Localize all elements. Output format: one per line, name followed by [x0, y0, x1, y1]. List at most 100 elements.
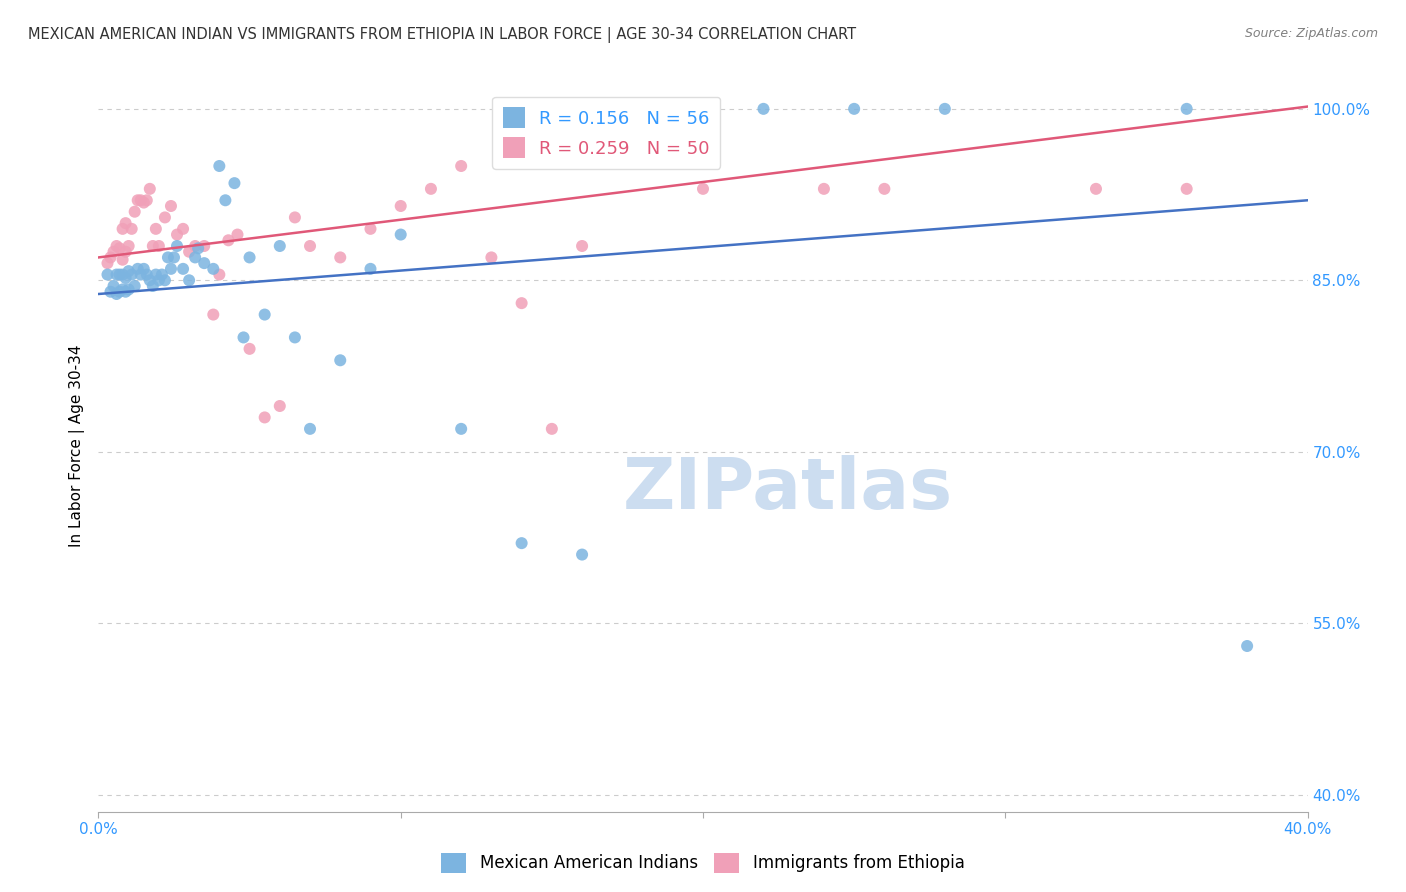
Point [96, 268, 118, 282]
Point [284, 211, 307, 225]
Point [208, 268, 231, 282]
Point [389, 199, 412, 213]
Point [269, 399, 291, 413]
Point [299, 422, 322, 436]
Point [121, 222, 143, 236]
Point [510, 536, 533, 550]
Point [226, 227, 249, 242]
Point [135, 268, 157, 282]
Point [129, 194, 152, 208]
Point [166, 227, 188, 242]
Point [111, 282, 134, 296]
Point [108, 241, 131, 255]
Point [873, 182, 896, 196]
Point [114, 271, 136, 285]
Point [179, 273, 201, 287]
Point [224, 176, 246, 190]
Text: Source: ZipAtlas.com: Source: ZipAtlas.com [1244, 27, 1378, 40]
Point [114, 244, 136, 259]
Point [510, 296, 533, 310]
Point [108, 268, 131, 282]
Point [105, 239, 128, 253]
Point [540, 422, 562, 436]
Point [571, 548, 593, 562]
Point [193, 239, 215, 253]
Point [139, 182, 162, 196]
Point [105, 287, 128, 301]
Point [160, 199, 183, 213]
Point [100, 251, 122, 265]
Point [118, 264, 141, 278]
Point [232, 330, 254, 344]
Text: ZIPatlas: ZIPatlas [623, 456, 953, 524]
Point [239, 251, 262, 265]
Point [1085, 182, 1108, 196]
Point [208, 159, 231, 173]
Point [124, 204, 146, 219]
Point [166, 239, 188, 253]
Point [132, 261, 155, 276]
Point [752, 102, 775, 116]
Point [284, 330, 307, 344]
Point [934, 102, 956, 116]
Point [105, 268, 128, 282]
Point [329, 353, 352, 368]
Point [184, 251, 207, 265]
Point [217, 233, 239, 247]
Point [118, 282, 141, 296]
Point [108, 285, 131, 299]
Point [184, 239, 207, 253]
Point [114, 216, 136, 230]
Point [172, 261, 194, 276]
Point [844, 102, 866, 116]
Point [145, 222, 167, 236]
Point [269, 239, 291, 253]
Point [253, 308, 276, 322]
Point [118, 239, 141, 253]
Point [187, 241, 209, 255]
Point [142, 279, 165, 293]
Point [111, 268, 134, 282]
Point [179, 244, 201, 259]
Point [156, 251, 179, 265]
Point [160, 261, 183, 276]
Legend: R = 0.156   N = 56, R = 0.259   N = 50: R = 0.156 N = 56, R = 0.259 N = 50 [492, 96, 720, 169]
Point [813, 182, 835, 196]
Point [253, 410, 276, 425]
Point [360, 222, 382, 236]
Point [202, 261, 225, 276]
Point [148, 273, 170, 287]
Point [389, 227, 412, 242]
Point [135, 194, 157, 208]
Point [450, 422, 472, 436]
Point [153, 211, 176, 225]
Point [239, 342, 262, 356]
Point [148, 239, 170, 253]
Point [1175, 102, 1198, 116]
Y-axis label: In Labor Force | Age 30-34: In Labor Force | Age 30-34 [69, 344, 84, 548]
Legend: Mexican American Indians, Immigrants from Ethiopia: Mexican American Indians, Immigrants fro… [434, 847, 972, 880]
Point [172, 222, 194, 236]
Point [145, 268, 167, 282]
Point [214, 194, 236, 208]
Point [1236, 639, 1258, 653]
Point [111, 222, 134, 236]
Point [114, 285, 136, 299]
Point [1175, 182, 1198, 196]
Point [360, 261, 382, 276]
Point [692, 182, 714, 196]
Point [163, 251, 186, 265]
Point [420, 182, 443, 196]
Point [153, 273, 176, 287]
Point [692, 102, 714, 116]
Point [142, 239, 165, 253]
Point [103, 244, 125, 259]
Point [450, 159, 472, 173]
Point [571, 239, 593, 253]
Point [150, 268, 173, 282]
Point [100, 285, 122, 299]
Point [202, 308, 225, 322]
Point [127, 261, 149, 276]
Point [96, 256, 118, 270]
Text: MEXICAN AMERICAN INDIAN VS IMMIGRANTS FROM ETHIOPIA IN LABOR FORCE | AGE 30-34 C: MEXICAN AMERICAN INDIAN VS IMMIGRANTS FR… [28, 27, 856, 43]
